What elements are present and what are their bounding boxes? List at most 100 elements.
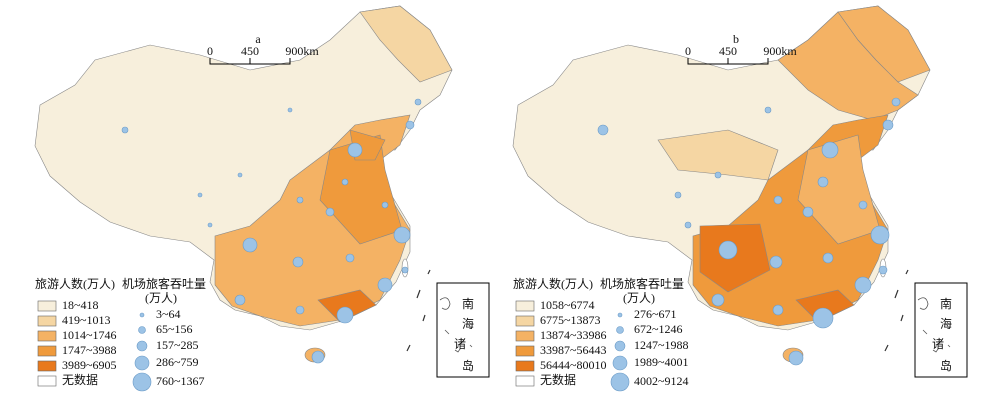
legend-label: 6775~13873 — [540, 313, 601, 327]
airport-bubble — [788, 350, 804, 366]
bubble-legend-title: (万人) — [623, 291, 655, 305]
airport-bubble — [287, 107, 293, 113]
panel-label: a — [255, 32, 261, 46]
legend-label: 1014~1746 — [62, 328, 117, 342]
airport-bubble — [381, 201, 389, 209]
legend-swatch — [515, 345, 535, 357]
airport-bubble — [325, 207, 335, 217]
legend-label: 65~156 — [156, 322, 193, 336]
airport-bubble — [345, 253, 355, 263]
legend-bubble — [132, 372, 152, 392]
legend-bubble — [616, 326, 624, 334]
map-panel: a 0 450 900km 旅游人数(万人) 18~418419~10131014~174… — [34, 5, 490, 392]
legend-swatch — [37, 345, 57, 357]
legend-label: 1989~4001 — [634, 355, 689, 369]
airport-bubble — [405, 120, 415, 130]
airport-bubble — [336, 306, 354, 324]
scale-label: 900km — [763, 44, 797, 58]
airport-bubble — [891, 97, 901, 107]
airport-bubble — [772, 304, 784, 316]
inset-label: 南 — [940, 296, 952, 311]
scale-label: 900km — [285, 44, 319, 58]
airport-bubble — [773, 195, 783, 205]
inset-frame — [914, 282, 968, 378]
airport-bubble — [295, 305, 305, 315]
legend-bubble — [617, 312, 623, 318]
legend-label: 419~1013 — [62, 313, 111, 327]
scale-bar — [209, 58, 291, 65]
legend-label: 157~285 — [156, 338, 199, 352]
legend-label: 276~671 — [634, 307, 677, 321]
inset-label: 岛 — [462, 358, 474, 373]
region — [359, 5, 453, 83]
inset-coast — [917, 297, 951, 353]
inset-label: 诸 — [454, 337, 466, 351]
airport-bubble — [341, 178, 349, 186]
region — [837, 5, 931, 83]
legend-swatch — [37, 330, 57, 342]
legend-bubble — [610, 372, 630, 392]
coast-mark — [406, 269, 431, 352]
legend-swatch — [515, 300, 535, 312]
airport-bubble — [714, 171, 722, 179]
airport-bubble — [237, 172, 243, 178]
legend-swatch — [515, 330, 535, 342]
airport-bubble — [718, 240, 738, 260]
scale-bar — [687, 58, 769, 65]
airport-bubble — [882, 119, 894, 131]
legend-bubble — [134, 355, 150, 371]
inset-frame — [436, 282, 490, 378]
airport-bubble — [854, 276, 872, 294]
legend-swatch — [37, 300, 57, 312]
airport-bubble — [292, 256, 304, 268]
legend-label: 1247~1988 — [634, 338, 689, 352]
region — [795, 289, 855, 323]
fill-legend-title: 旅游人数(万人) — [35, 276, 115, 291]
region — [777, 11, 919, 121]
airport-bubble — [311, 350, 325, 364]
inset-label: 海 — [940, 316, 952, 331]
airport-bubble — [769, 255, 783, 269]
legend-label: 3989~6905 — [62, 358, 117, 372]
legend-label: 无数据 — [62, 372, 98, 387]
legend-label: 1747~3988 — [62, 343, 117, 357]
legend-bubble — [138, 326, 146, 334]
coast-mark — [884, 269, 909, 352]
airport-bubble — [858, 200, 868, 210]
inset-label: 岛 — [940, 358, 952, 373]
airport-bubble — [242, 237, 258, 253]
bubble-legend-title: (万人) — [145, 291, 177, 305]
inset-label: 诸 — [932, 337, 944, 351]
region — [317, 289, 377, 323]
legend-label: 4002~9124 — [634, 374, 689, 388]
airport-bubble — [711, 293, 725, 307]
airport-bubble — [597, 124, 609, 136]
airport-bubble — [197, 192, 203, 198]
legend-label: 1058~6774 — [540, 298, 595, 312]
legend-label: 3~64 — [156, 307, 181, 321]
inset-label: 南 — [462, 296, 474, 311]
airport-bubble — [401, 266, 409, 274]
airport-bubble — [377, 277, 393, 293]
map-panel: b 0 450 900km 旅游人数(万人) 1058~67746775~13873138… — [512, 5, 968, 392]
airport-bubble — [764, 106, 772, 114]
legend-label: 56444~80010 — [540, 358, 607, 372]
legend-label: 13874~33986 — [540, 328, 607, 342]
scale-label: 0 — [207, 44, 213, 58]
airport-bubble — [822, 252, 834, 264]
legend-swatch — [37, 315, 57, 327]
fill-legend-title: 旅游人数(万人) — [513, 276, 593, 291]
legend-label: 672~1246 — [634, 322, 683, 336]
airport-bubble — [878, 265, 888, 275]
airport-bubble — [296, 196, 304, 204]
airport-bubble — [414, 98, 422, 106]
legend-label: 33987~56443 — [540, 343, 607, 357]
legend-swatch — [515, 375, 535, 387]
airport-bubble — [802, 206, 814, 218]
airport-bubble — [121, 126, 129, 134]
scale-label: 450 — [241, 44, 259, 58]
legend-swatch — [515, 315, 535, 327]
airport-bubble — [234, 294, 246, 306]
airport-bubble — [817, 176, 829, 188]
airport-bubble — [870, 225, 890, 245]
